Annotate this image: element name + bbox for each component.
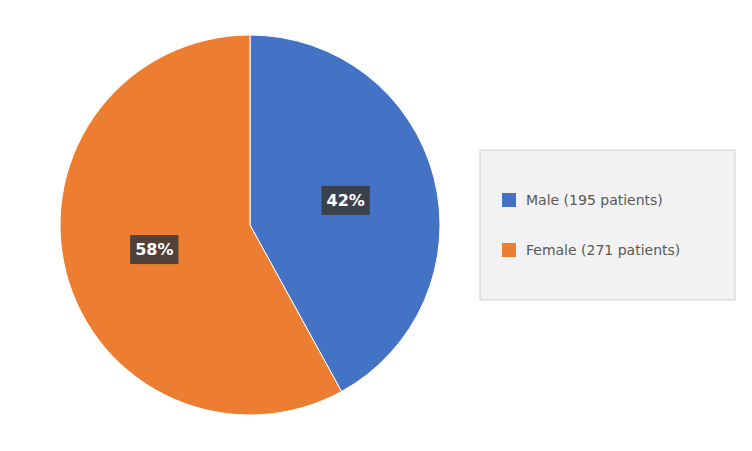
legend: Male (195 patients) Female (271 patients) xyxy=(480,150,735,300)
data-label-group: 58% xyxy=(130,235,178,264)
data-label-box xyxy=(130,235,178,264)
pie-slice xyxy=(60,35,342,415)
data-labels: 42% 58% xyxy=(130,186,370,264)
chart: 42% 58% Male (195 patients) Female (271 pat… xyxy=(0,0,752,451)
legend-label: Female (271 patients) xyxy=(526,242,680,258)
legend-label: Male (195 patients) xyxy=(526,192,663,208)
legend-swatch xyxy=(502,193,516,207)
data-label: 42% xyxy=(327,191,365,210)
legend-swatch xyxy=(502,243,516,257)
legend-box xyxy=(480,150,735,300)
data-label-group: 42% xyxy=(322,186,370,215)
chart-container: 42% 58% Male (195 patients) Female (271 pat… xyxy=(0,0,752,451)
slices xyxy=(60,35,440,415)
data-label-box xyxy=(322,186,370,215)
data-label: 58% xyxy=(135,240,173,259)
